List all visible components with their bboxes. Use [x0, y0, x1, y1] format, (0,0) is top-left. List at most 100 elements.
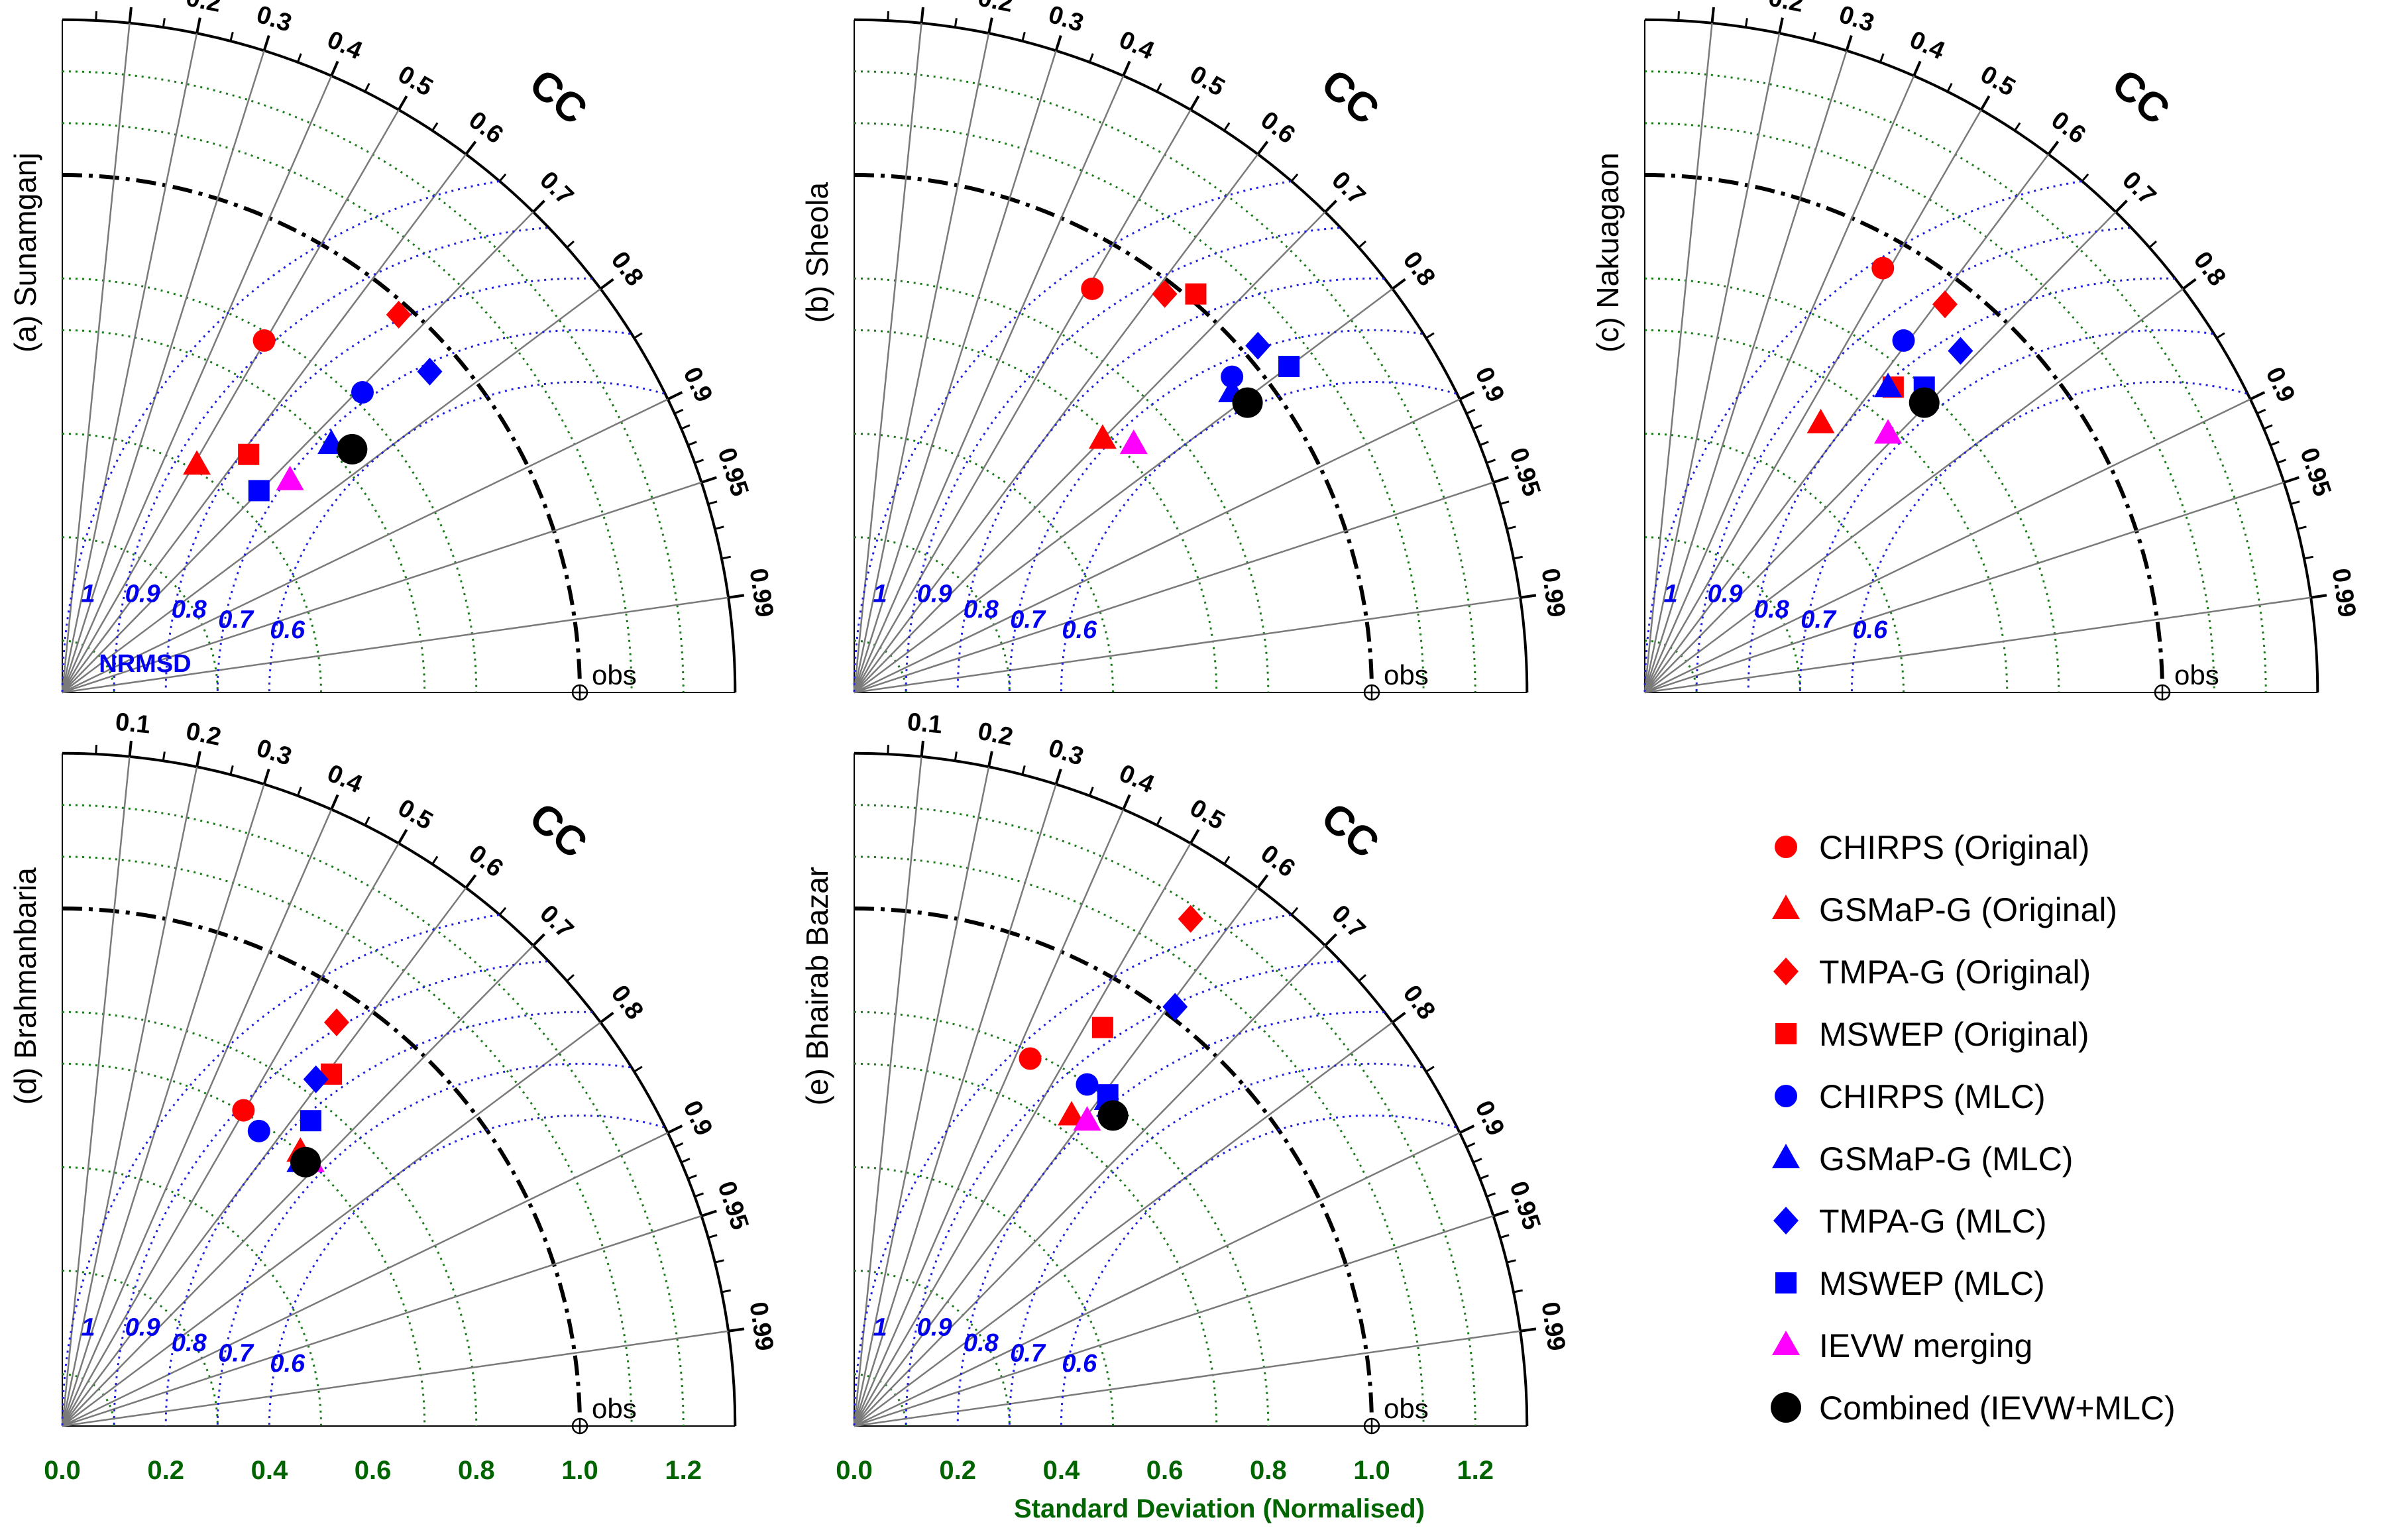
rmsd-grid-arc [853, 180, 1292, 693]
data-point-chirps-original [252, 329, 276, 352]
rmsd-grid-arc [268, 380, 665, 693]
cc-minor-tick [1500, 500, 1510, 506]
cc-spoke [61, 109, 400, 693]
data-point-tmpa-g-mlc [417, 357, 443, 386]
cc-minor-tick [296, 53, 302, 63]
cc-spoke [854, 1132, 1461, 1427]
rmsd-tick-label: 0.6 [270, 1350, 305, 1378]
sd-grid-arc [62, 122, 633, 693]
sd-grid-arc [854, 122, 1425, 693]
cc-minor-tick [1358, 241, 1366, 248]
data-point-tmpa-g-original [1152, 280, 1178, 308]
x-tick-label: 0.2 [147, 1456, 184, 1485]
cc-tick-label: 0.4 [1115, 26, 1158, 66]
rmsd-grid-arc [61, 914, 500, 1427]
rmsd-grid-arc [853, 914, 1292, 1427]
cc-tick-label: 0.6 [1255, 840, 1300, 883]
taylor-panel-1: 0.1 0.2 0.3 0.4 0.5 0.6 0.7 0.8 0.9 0.95 0.99 CC 1 0.… [8, 0, 779, 701]
cc-minor-tick [694, 1192, 704, 1198]
cc-spoke [61, 766, 198, 1427]
sd-grid-arc [854, 1011, 1270, 1427]
cc-minor-tick [2290, 500, 2300, 506]
cc-tick-label: 0.99 [1536, 567, 1571, 619]
cc-minor-tick [714, 1259, 724, 1264]
cc-spoke [854, 887, 1259, 1427]
cc-spoke [853, 75, 1125, 693]
taylor-panel-5: 0.1 0.2 0.3 0.4 0.5 0.6 0.7 0.8 0.9 0.95 0.99 CC 1 0.… [800, 708, 1571, 1485]
cc-tick-label: 0.5 [1185, 794, 1229, 836]
cc-minor-tick [674, 1142, 684, 1148]
cc-minor-tick [2014, 122, 2021, 131]
sd-grid-arc [1644, 329, 2009, 693]
cc-minor-tick [1479, 441, 1489, 447]
reference-sd-arc [62, 907, 582, 1427]
rmsd-tick-label: 0.7 [1010, 606, 1046, 633]
panel-title: (b) Sheola [800, 182, 834, 323]
cc-major-tick [1979, 95, 1991, 111]
rmsd-tick-label: 1 [1663, 580, 1677, 608]
cc-minor-tick [1472, 424, 1482, 430]
cc-spoke [61, 50, 265, 693]
data-point-chirps-original [1019, 1047, 1042, 1070]
legend-label: CHIRPS (MLC) [1819, 1078, 2046, 1115]
cc-tick-label: 0.3 [1045, 1, 1087, 38]
data-point-ievw-merging [1874, 419, 1903, 444]
sd-grid-arc [1644, 433, 1905, 693]
cc-spoke [1644, 398, 2251, 694]
cc-tick-label: 0.1 [114, 0, 152, 6]
rmsd-grid-arc [1060, 1114, 1457, 1427]
cc-minor-tick [721, 555, 732, 560]
cc-major-tick [2283, 476, 2300, 484]
cc-tick-label: 0.5 [393, 60, 437, 102]
cc-tick-label: 0.6 [463, 840, 508, 883]
rmsd-tick-label: 0.6 [1062, 1350, 1097, 1378]
rmsd-grid-arc [1747, 277, 2176, 693]
cc-minor-tick [954, 18, 958, 28]
data-point-chirps-mlc [1076, 1073, 1099, 1096]
cc-major-tick [2249, 391, 2266, 401]
sd-grid-arc [854, 536, 1011, 693]
sd-grid-arc [854, 1062, 1218, 1427]
cc-spoke [853, 50, 1057, 693]
cc-spoke [853, 109, 1192, 693]
cc-major-tick [1189, 828, 1200, 844]
cc-minor-tick [95, 744, 97, 755]
cc-minor-tick [681, 424, 691, 430]
cc-major-tick [330, 794, 339, 810]
legend-marker-1 [1775, 836, 1797, 858]
legend-label: MSWEP (Original) [1819, 1016, 2089, 1053]
cc-major-tick [920, 7, 924, 23]
taylor-panel-3: 0.1 0.2 0.3 0.4 0.5 0.6 0.7 0.8 0.9 0.95 0.99 CC 1 0.… [1590, 0, 2361, 701]
cc-major-tick [600, 1011, 614, 1024]
cc-tick-label: 0.4 [1906, 26, 1949, 66]
cc-major-tick [667, 391, 683, 401]
legend-label: GSMaP-G (MLC) [1819, 1140, 2073, 1178]
cc-tick-label: 0.2 [975, 717, 1015, 751]
rmsd-tick-label: 0.8 [964, 1329, 999, 1357]
cc-minor-tick [1946, 83, 1953, 92]
data-point-chirps-original [232, 1099, 255, 1122]
cc-tick-label: 0.3 [1836, 1, 1877, 38]
cc-spoke [62, 398, 669, 694]
cc-axis-title: CC [2103, 60, 2178, 133]
cc-spoke [62, 288, 601, 693]
cc-spoke [61, 756, 131, 1427]
cc-minor-tick [1156, 83, 1162, 92]
cc-major-tick [2047, 140, 2060, 155]
cc-tick-label: 0.2 [1766, 0, 1806, 18]
cc-major-tick [465, 874, 477, 889]
cc-spoke [853, 843, 1192, 1427]
cc-major-tick [397, 95, 408, 111]
cc-spoke [62, 481, 702, 694]
cc-minor-tick [95, 11, 97, 21]
cc-spoke [854, 211, 1326, 693]
cc-major-tick [532, 199, 545, 213]
cc-spoke [62, 211, 534, 693]
cc-minor-tick [1486, 459, 1496, 465]
cc-minor-tick [1425, 1066, 1435, 1073]
cc-major-tick [700, 476, 717, 484]
panel-title: (c) Nakuagaon [1590, 152, 1625, 353]
cc-minor-tick [1223, 855, 1231, 865]
rmsd-tick-label: 0.6 [1062, 616, 1097, 644]
cc-major-tick [1778, 17, 1784, 34]
